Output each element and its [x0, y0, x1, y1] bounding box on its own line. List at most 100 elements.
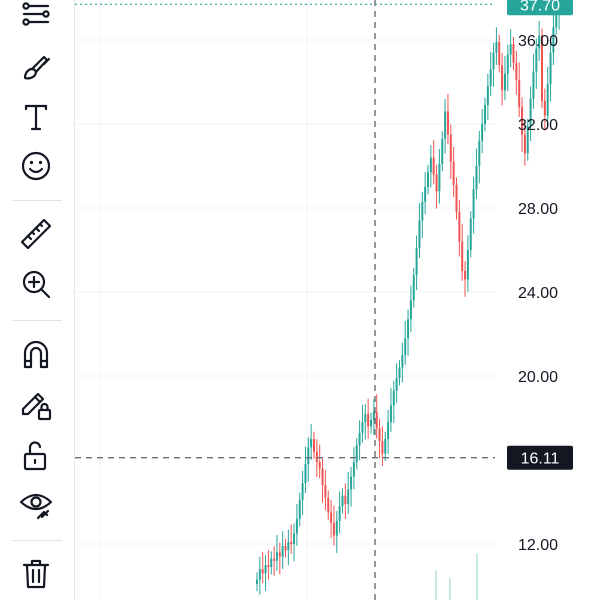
candle-body [498, 42, 501, 66]
candle-body [341, 495, 344, 507]
ruler-icon [20, 218, 52, 250]
candle-body [256, 579, 258, 584]
fib-retracement-tool[interactable] [12, 0, 60, 36]
brush-tool[interactable] [12, 46, 60, 90]
emoji-icon [21, 151, 51, 181]
candle-body [332, 523, 335, 536]
eye-icon [19, 493, 53, 520]
lock-drawings-tool[interactable] [12, 382, 60, 426]
toolbar-separator [12, 320, 62, 321]
candle-body [418, 220, 421, 248]
candle-body [395, 378, 398, 391]
candle-body [455, 184, 458, 213]
candle-body [387, 422, 390, 439]
price-chart[interactable]: 36.00 32.00 28.00 24.00 20.00 12.00 37.70 16.… [75, 0, 600, 600]
candle-body [358, 432, 361, 446]
volume-bar [435, 570, 437, 600]
candle-body [549, 52, 552, 85]
candle-body [370, 420, 372, 427]
candle-body [261, 569, 264, 574]
magnet-tool[interactable] [12, 332, 60, 376]
last-price-badge: 37.70 [507, 0, 573, 16]
candle-body [364, 413, 367, 423]
candle-body [432, 157, 435, 175]
emoji-tool[interactable] [12, 144, 60, 188]
candle-body [287, 541, 290, 551]
candle-body [424, 187, 427, 202]
text-tool[interactable] [12, 95, 60, 139]
candle-body [301, 483, 304, 500]
candle-body [495, 42, 498, 53]
price-axis[interactable]: 36.00 32.00 28.00 24.00 20.00 12.00 [518, 33, 558, 554]
magnet-icon [23, 340, 49, 369]
candle-body [335, 520, 338, 536]
lock-drawings-icon [21, 392, 52, 421]
candle-body [344, 495, 347, 505]
candle-body [313, 439, 315, 452]
candle-body [392, 390, 395, 406]
candle-body [452, 161, 455, 185]
text-icon [24, 104, 48, 131]
candle-body [535, 48, 538, 72]
candle-body [438, 163, 441, 192]
price-axis-tick-label: 28.00 [518, 201, 558, 218]
volume-bar [449, 578, 451, 600]
trash-icon [22, 559, 50, 589]
candle-body [541, 35, 543, 101]
candle-body [412, 275, 415, 301]
candle-body [446, 111, 449, 135]
candle-body [367, 413, 370, 427]
candle-body [506, 54, 509, 74]
unlock-tool[interactable] [12, 434, 60, 478]
ruler-tool[interactable] [12, 212, 60, 256]
hide-drawings-tool[interactable] [12, 482, 60, 526]
candle-body [398, 367, 401, 379]
candle-body [518, 79, 521, 108]
candle-body [264, 565, 267, 574]
drawing-toolbar [0, 0, 75, 600]
candle-body [278, 552, 281, 557]
candle-body [492, 52, 495, 70]
unlock-icon [23, 441, 47, 471]
candle-body [415, 247, 418, 276]
toolbar-separator [12, 200, 62, 201]
candle-body [401, 355, 404, 368]
candle-body [273, 558, 276, 561]
candle-body [529, 98, 532, 127]
candle-body [375, 411, 378, 429]
candle-body [427, 172, 429, 187]
crosshair-price-badge-bg [507, 445, 573, 470]
candle-body [532, 71, 535, 99]
candle-body [472, 189, 475, 219]
candle-body [304, 464, 307, 484]
remove-drawings-tool[interactable] [12, 552, 60, 596]
candle-body [407, 319, 410, 339]
candle-body [321, 468, 324, 486]
candle-body [270, 558, 273, 568]
candle-body [327, 497, 330, 513]
candle-body [275, 552, 278, 561]
candle-body [298, 499, 301, 519]
candle-body [429, 157, 432, 173]
candle-body [509, 44, 512, 55]
zoom-in-tool[interactable] [12, 262, 60, 306]
candle-body [501, 65, 504, 91]
candle-body [318, 462, 321, 469]
candle-body [404, 338, 407, 355]
candle-body [435, 174, 438, 192]
volume-bar [476, 553, 478, 600]
candle-body [475, 166, 478, 190]
candle-body [421, 201, 424, 221]
price-axis-tick-label: 20.00 [518, 369, 558, 386]
candle-body [469, 218, 472, 250]
candle-body [444, 111, 447, 139]
price-axis-tick-label: 12.00 [518, 537, 558, 554]
candle-body [389, 405, 392, 423]
crosshair-price-badge: 16.11 [507, 445, 573, 470]
candle-body [461, 241, 464, 271]
brush-icon [23, 55, 51, 80]
candle-body [281, 546, 284, 557]
candle-body [458, 212, 461, 242]
candle-body [378, 428, 381, 442]
candle-body [489, 69, 492, 87]
